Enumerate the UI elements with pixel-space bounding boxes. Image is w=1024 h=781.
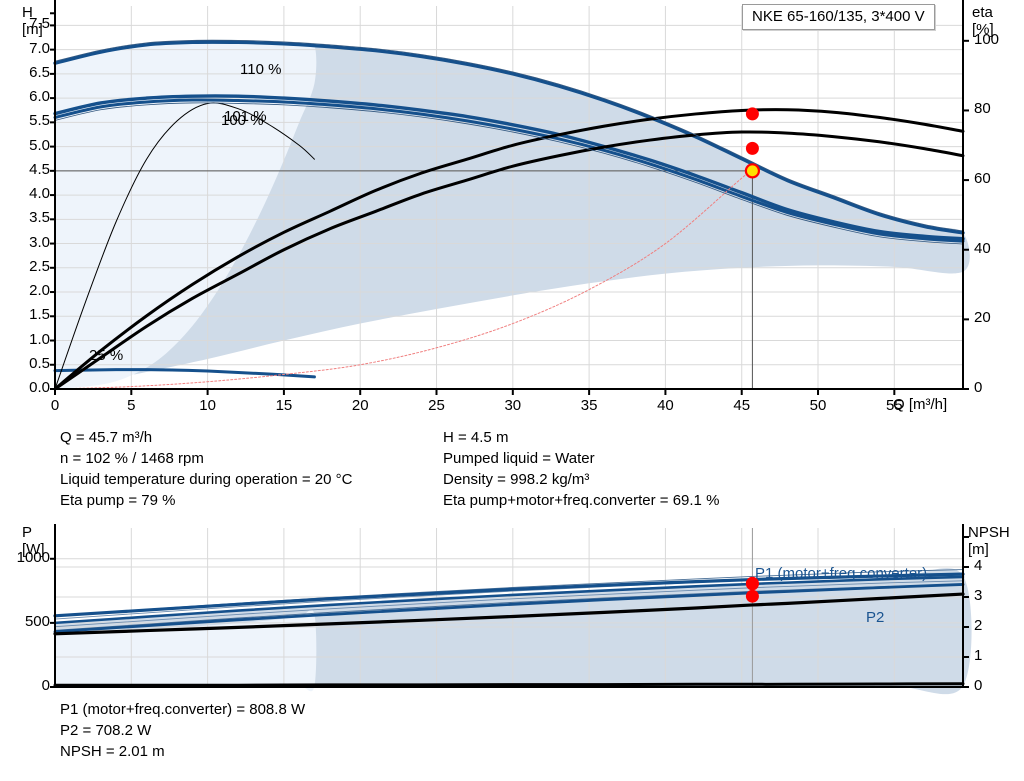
upper-x-tick-5: 5 [127,397,136,414]
info-right-line-4: Eta pump+motor+freq.converter = 69.1 % [443,492,720,509]
lower-y2-tick-0: 0 [974,677,983,694]
upper-y2-tick-40: 40 [974,239,991,257]
lower-y2-tick-2: 2 [974,617,983,634]
upper-x-tick-50: 50 [809,397,827,414]
upper-y-tick-4.0: 4.0 [29,185,50,203]
upper-y-tick-1.5: 1.5 [29,306,50,324]
upper-x-tick-35: 35 [580,397,598,414]
info-right-line-3: Density = 998.2 kg/m³ [443,471,590,488]
upper-y-tick-6.0: 6.0 [29,88,50,106]
upper-x-tick-45: 45 [733,397,751,414]
upper-x-tick-30: 30 [504,397,522,414]
upper-y-tick-4.5: 4.5 [29,160,50,178]
upper-y-tick-5.5: 5.5 [29,112,50,130]
upper-y-tick-5.0: 5.0 [29,136,50,154]
upper-y2-tick-80: 80 [974,100,991,118]
info-right-line-2: Pumped liquid = Water [443,450,595,467]
upper-y2-tick-20: 20 [974,309,991,327]
legend-title-box: NKE 65-160/135, 3*400 V [742,4,935,30]
lower-curve-npsh [53,682,965,687]
upper-y2-tick-100: 100 [974,30,1000,48]
upper-y-tick-0.5: 0.5 [29,354,50,372]
upper-y-tick-3.5: 3.5 [29,209,50,227]
lower-y-tick-0: 0 [41,677,50,694]
upper-x-tick-25: 25 [428,397,445,414]
lower-curve-p1-min [53,583,965,634]
upper-x-tick-15: 15 [275,397,293,414]
curve-h-100- [53,98,965,243]
upper-x-tick-0: 0 [50,397,60,414]
info-bottom-line-3: NPSH = 2.01 m [60,743,165,760]
upper-y-tick-7.0: 7.0 [29,39,50,57]
curve-label-110: 110 % [240,61,282,78]
upper-x-tick-55: 55 [885,397,903,414]
info-left-line-4: Eta pump = 79 % [60,492,176,509]
lower-y-tick-1000: 1000 [16,548,50,566]
lower-y2-tick-4: 4 [974,557,983,574]
curve-eta-pump-110- [53,108,965,391]
curve-eta-25- [54,102,315,390]
lower-curve-p2 [53,592,965,636]
curve-h-110- [53,40,965,235]
lower-curve-label-p1: P1 (motor+freq.converter) [755,565,928,582]
upper-y-tick-6.5: 6.5 [29,63,50,81]
upper-x-tick-10: 10 [199,397,216,414]
upper-x-tick-20: 20 [351,397,369,414]
curve-h-101- [53,94,965,241]
info-right-line-1: H = 4.5 m [443,429,509,446]
duty-point-marker[interactable] [744,163,761,179]
info-left-line-1: Q = 45.7 m³/h [60,429,153,446]
eta-point-marker-total[interactable] [745,141,759,155]
upper-y-tick-2.0: 2.0 [29,282,50,300]
upper-y-tick-1.0: 1.0 [29,330,50,348]
lower-curve-p1-alt [53,575,965,625]
lower-y2-tick-3: 3 [974,587,983,604]
upper-y2-axis-title: eta [%] [972,4,994,38]
upper-y-tick-0.0: 0.0 [29,379,50,396]
upper-y-tick-2.5: 2.5 [29,257,50,275]
upper-y-tick-7.5: 7.5 [29,15,50,33]
upper-chart-graphic [50,0,970,395]
curve-label-101: 101 % [224,108,267,125]
info-left-line-3: Liquid temperature during operation = 20… [60,471,353,488]
upper-y2-tick-0: 0 [974,379,983,396]
lower-curve-p1-motor-freq-converter- [53,572,965,618]
upper-x-axis-title: Q [m³/h] [893,396,948,413]
lower-curve-label-p2: P2 [866,609,885,626]
lower-duty-marker-p1-alt[interactable] [745,577,759,591]
upper-y-axis-title: H [m] [22,4,43,38]
curve-npsh-ref [54,169,753,390]
info-bottom-line-1: P1 (motor+freq.converter) = 808.8 W [60,701,306,718]
curve-label-25: 25 % [89,347,124,364]
lower-y2-tick-1: 1 [974,647,983,664]
upper-y-tick-3.0: 3.0 [29,233,50,251]
info-bottom-line-2: P2 = 708.2 W [60,722,152,739]
lower-y-axis-title: P [W] [22,524,45,558]
lower-duty-marker-p2[interactable] [745,589,759,603]
info-left-line-2: n = 102 % / 1468 rpm [60,450,204,467]
eta-point-marker-pump[interactable] [745,107,759,121]
curve-eta-total-110- [53,130,965,391]
lower-y2-axis-title: NPSH [m] [968,524,1010,558]
curve-h-25- [53,368,316,379]
lower-chart-graphic [50,524,972,695]
upper-x-tick-40: 40 [657,397,674,414]
lower-y-tick-500: 500 [24,612,50,630]
curve-label-100: 100 % [221,112,264,129]
upper-y2-tick-60: 60 [974,170,991,188]
legend-title-text: NKE 65-160/135, 3*400 V [752,8,925,25]
